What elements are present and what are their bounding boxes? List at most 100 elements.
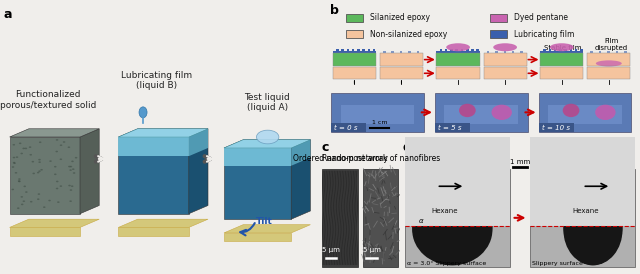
Ellipse shape: [60, 158, 62, 160]
Bar: [495, 51, 498, 53]
Polygon shape: [118, 219, 208, 227]
Text: Dyed pentane: Dyed pentane: [514, 13, 568, 22]
Text: Test liquid
(liquid A): Test liquid (liquid A): [244, 93, 290, 112]
Bar: [599, 51, 602, 53]
Bar: [490, 30, 508, 38]
Ellipse shape: [31, 161, 34, 162]
Bar: [570, 49, 572, 51]
Text: 5 μm: 5 μm: [363, 247, 381, 253]
Bar: [580, 49, 583, 51]
Bar: [484, 67, 527, 79]
Ellipse shape: [563, 104, 579, 117]
Ellipse shape: [563, 186, 623, 265]
Ellipse shape: [13, 144, 15, 145]
Polygon shape: [10, 137, 80, 214]
Ellipse shape: [15, 172, 17, 174]
Ellipse shape: [48, 200, 51, 201]
Bar: [332, 123, 367, 132]
Bar: [484, 67, 527, 79]
Ellipse shape: [60, 185, 62, 187]
Ellipse shape: [56, 151, 58, 152]
Text: α = 3.0° Slippery surface: α = 3.0° Slippery surface: [407, 261, 486, 266]
Ellipse shape: [13, 162, 16, 164]
Ellipse shape: [38, 193, 40, 195]
Ellipse shape: [19, 142, 21, 144]
Bar: [540, 53, 584, 66]
Bar: [380, 53, 423, 66]
Polygon shape: [118, 137, 189, 156]
Ellipse shape: [16, 156, 19, 158]
Bar: [476, 49, 479, 51]
Text: Hexane: Hexane: [432, 208, 458, 214]
Bar: [408, 51, 411, 53]
Ellipse shape: [37, 198, 40, 200]
Bar: [540, 67, 584, 79]
Text: 1 cm: 1 cm: [371, 120, 387, 125]
Bar: [357, 49, 360, 51]
Ellipse shape: [54, 166, 56, 167]
Bar: [436, 53, 480, 66]
Polygon shape: [291, 140, 310, 219]
Ellipse shape: [69, 169, 72, 171]
Bar: [333, 67, 376, 79]
Bar: [530, 127, 636, 226]
Polygon shape: [189, 129, 208, 214]
Ellipse shape: [139, 107, 147, 118]
Ellipse shape: [412, 194, 492, 265]
Ellipse shape: [22, 148, 25, 149]
Ellipse shape: [54, 173, 56, 175]
Text: Hexane: Hexane: [573, 208, 599, 214]
Ellipse shape: [21, 204, 24, 205]
Text: Silanized epoxy: Silanized epoxy: [370, 13, 429, 22]
Bar: [564, 49, 567, 51]
Bar: [436, 51, 480, 53]
Bar: [490, 14, 508, 22]
Bar: [436, 67, 480, 79]
Ellipse shape: [12, 166, 14, 168]
Bar: [436, 67, 480, 79]
Ellipse shape: [69, 200, 72, 202]
Bar: [559, 49, 562, 51]
Ellipse shape: [33, 173, 35, 174]
Polygon shape: [291, 140, 310, 166]
Ellipse shape: [75, 157, 77, 158]
Ellipse shape: [29, 154, 32, 156]
Bar: [380, 67, 423, 79]
Text: Tilt: Tilt: [256, 218, 273, 226]
Bar: [543, 49, 546, 51]
Polygon shape: [10, 129, 99, 137]
Text: d: d: [403, 141, 412, 154]
Bar: [332, 93, 424, 132]
Text: a: a: [3, 8, 12, 21]
Ellipse shape: [446, 43, 470, 51]
Bar: [575, 49, 577, 51]
Ellipse shape: [493, 43, 517, 51]
Ellipse shape: [24, 185, 26, 187]
Bar: [445, 49, 447, 51]
Bar: [466, 49, 468, 51]
Bar: [362, 49, 365, 51]
Ellipse shape: [57, 201, 60, 203]
Ellipse shape: [38, 170, 41, 172]
Ellipse shape: [22, 200, 25, 202]
Ellipse shape: [492, 105, 512, 120]
Text: Slippery surface: Slippery surface: [532, 261, 583, 266]
Ellipse shape: [70, 189, 72, 191]
Bar: [346, 49, 349, 51]
Bar: [333, 53, 376, 66]
Bar: [591, 51, 593, 53]
Ellipse shape: [563, 194, 623, 265]
Text: t = 0 s: t = 0 s: [334, 125, 358, 131]
Ellipse shape: [596, 60, 622, 67]
Ellipse shape: [68, 166, 70, 167]
Polygon shape: [224, 233, 291, 241]
Bar: [624, 51, 627, 53]
Bar: [540, 53, 584, 66]
Bar: [530, 169, 636, 267]
Bar: [456, 49, 458, 51]
Bar: [440, 49, 442, 51]
Ellipse shape: [49, 160, 52, 162]
Polygon shape: [224, 148, 291, 166]
Bar: [405, 127, 511, 226]
Ellipse shape: [56, 139, 58, 141]
